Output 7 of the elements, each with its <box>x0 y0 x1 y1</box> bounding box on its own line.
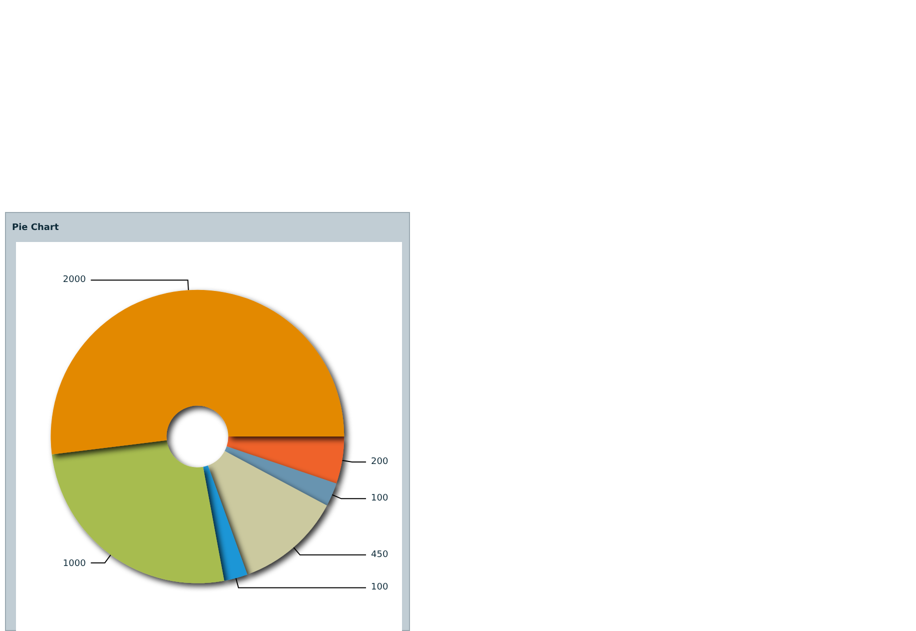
data-label: 2000 <box>62 275 86 286</box>
data-label: 200 <box>371 456 388 467</box>
data-label: 100 <box>371 582 388 593</box>
data-label: 1000 <box>62 558 86 569</box>
data-label: 100 <box>371 494 388 504</box>
data-label: 450 <box>371 550 388 560</box>
chart-title: Pie Chart <box>12 223 59 233</box>
